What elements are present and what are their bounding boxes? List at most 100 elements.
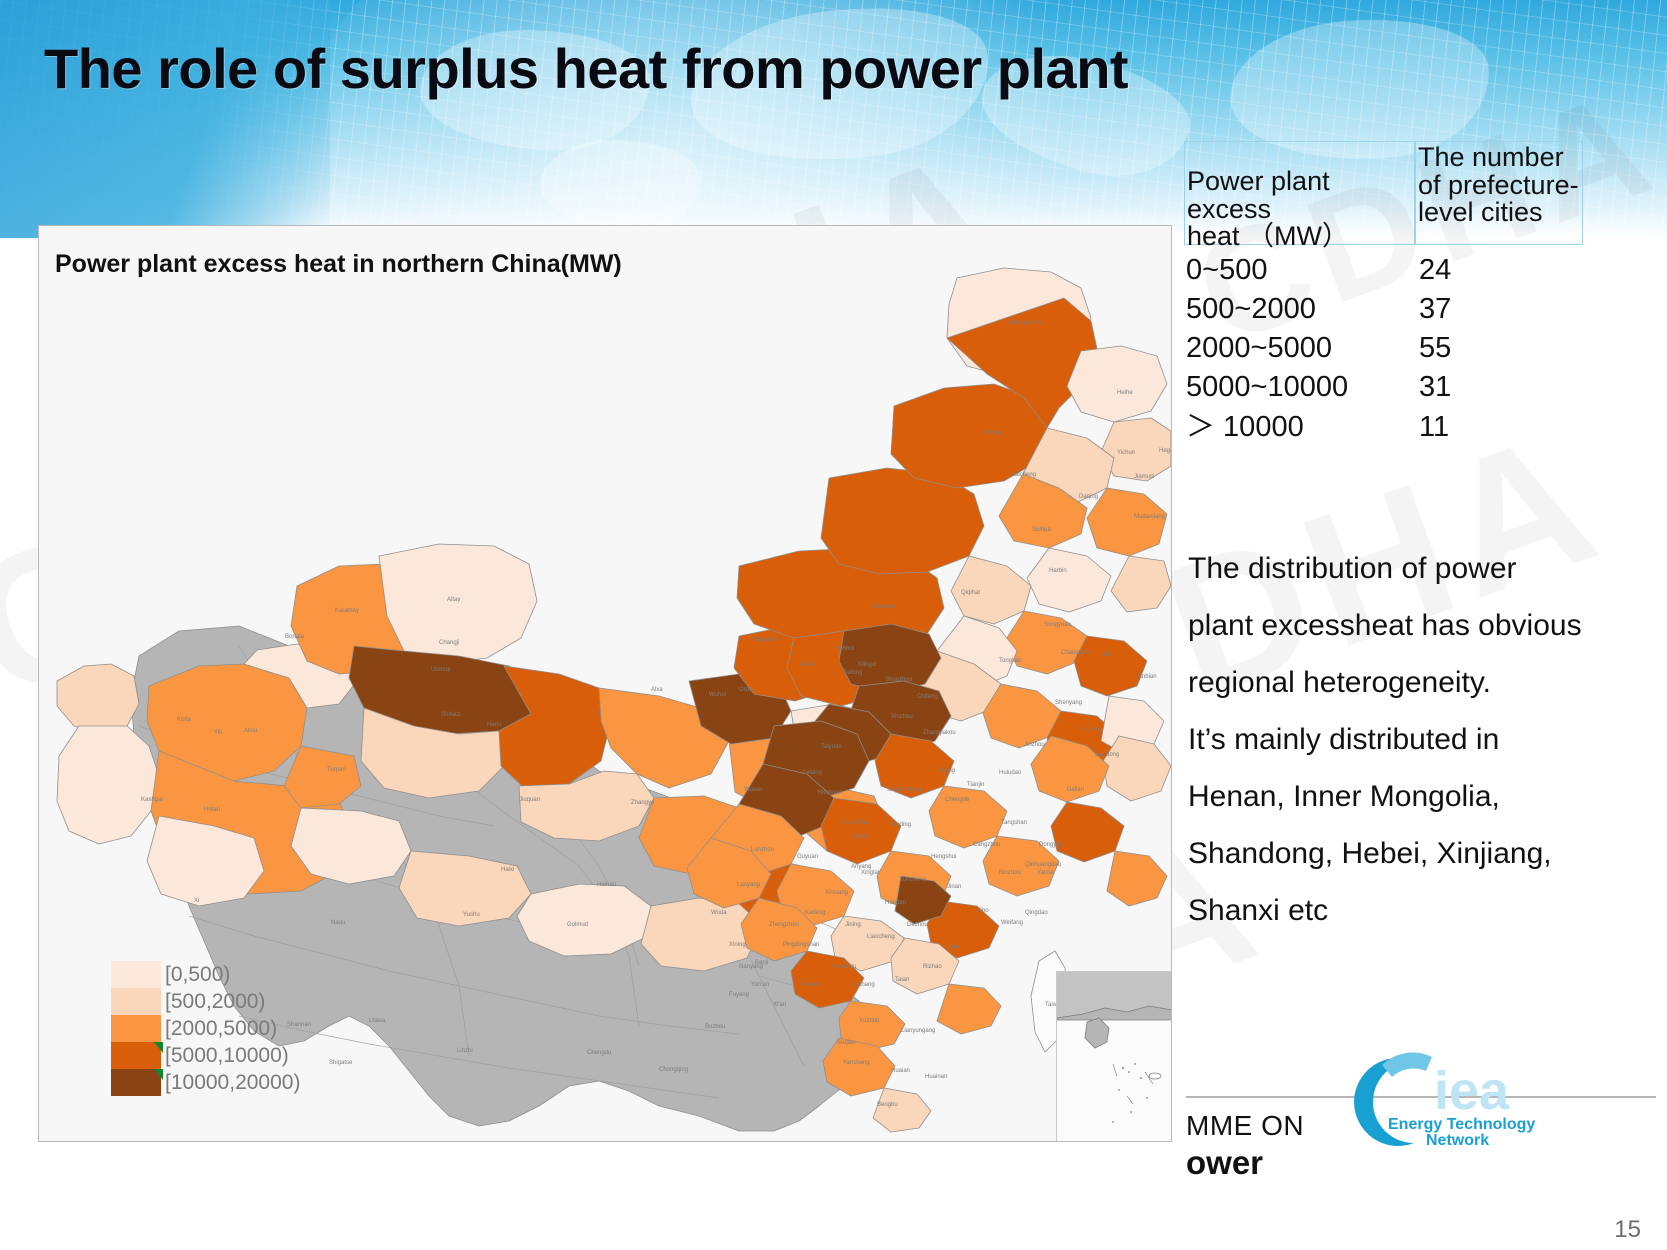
paragraph-line: Shandong, Hebei, Xinjiang, bbox=[1188, 837, 1552, 870]
svg-text:Hami: Hami bbox=[487, 722, 501, 728]
green-flag-icon bbox=[154, 1069, 163, 1080]
table-cell-range: 500~2000 bbox=[1186, 293, 1316, 326]
map-legend: [0,500) [500,2000) [2000,5000) [5000,100… bbox=[111, 961, 300, 1096]
legend-label: [10000,20000) bbox=[165, 1070, 301, 1094]
svg-text:Luoyang: Luoyang bbox=[737, 882, 760, 888]
paragraph-line: The distribution of power bbox=[1188, 552, 1517, 585]
svg-text:Zhangye: Zhangye bbox=[631, 800, 655, 806]
svg-text:Jinzhou: Jinzhou bbox=[1024, 742, 1045, 748]
svg-text:Yuncheng: Yuncheng bbox=[899, 877, 926, 883]
iea-logo: iea Energy Technology Network bbox=[1352, 1047, 1572, 1157]
svg-text:Xinxiang: Xinxiang bbox=[825, 890, 848, 896]
svg-text:Xinzhou: Xinzhou bbox=[891, 714, 913, 720]
svg-text:Hulunbuir: Hulunbuir bbox=[871, 604, 897, 610]
table-cell-range: 0~500 bbox=[1186, 254, 1268, 286]
svg-text:Wuda: Wuda bbox=[711, 910, 727, 916]
svg-text:Baoji: Baoji bbox=[755, 960, 768, 966]
svg-text:Huaian: Huaian bbox=[891, 1068, 910, 1074]
table-header-line: Power plant excess bbox=[1187, 166, 1330, 224]
svg-text:Chifeng: Chifeng bbox=[917, 694, 938, 700]
svg-text:Huainan: Huainan bbox=[925, 1074, 947, 1080]
table-header-line: heat （MW） bbox=[1187, 221, 1350, 252]
svg-text:Qinhuangdao: Qinhuangdao bbox=[1025, 862, 1062, 868]
legend-label: [5000,10000) bbox=[165, 1043, 289, 1067]
svg-text:Urumqi: Urumqi bbox=[431, 667, 450, 673]
table-cell-range: 5000~10000 bbox=[1186, 371, 1349, 404]
svg-text:Fuyang: Fuyang bbox=[729, 992, 749, 998]
svg-text:Bortala: Bortala bbox=[285, 634, 305, 640]
svg-text:Linzhi: Linzhi bbox=[457, 1048, 473, 1054]
footer-programme-text: MME ON ower bbox=[1186, 1110, 1304, 1182]
svg-text:Yichun: Yichun bbox=[1117, 450, 1135, 456]
svg-text:Jinan: Jinan bbox=[947, 884, 961, 890]
banner-globe-graphic bbox=[300, 0, 1200, 238]
legend-item: [5000,10000) bbox=[111, 1042, 300, 1069]
svg-text:Zibo: Zibo bbox=[977, 908, 989, 914]
paragraph-line: It’s mainly distributed in bbox=[1188, 723, 1500, 756]
paragraph-line: regional heterogeneity. bbox=[1188, 666, 1491, 699]
svg-text:Shannan: Shannan bbox=[287, 1022, 311, 1028]
svg-text:Golmud: Golmud bbox=[567, 922, 588, 928]
svg-text:Hainan: Hainan bbox=[597, 882, 616, 888]
svg-text:Kaifeng: Kaifeng bbox=[805, 910, 825, 916]
table-cell-count: 24 bbox=[1419, 254, 1452, 286]
svg-text:Hohhot: Hohhot bbox=[835, 646, 855, 652]
svg-text:Xingan: Xingan bbox=[984, 430, 1003, 436]
table-header-line: The number bbox=[1418, 142, 1564, 172]
table-row: ＞ 10000 11 bbox=[1184, 408, 1654, 447]
svg-text:Karamay: Karamay bbox=[335, 608, 359, 614]
svg-text:Zhengzhou: Zhengzhou bbox=[769, 922, 799, 928]
map-panel[interactable]: Power plant excess heat in northern Chin… bbox=[38, 225, 1172, 1142]
svg-text:Shizuishan: Shizuishan bbox=[841, 820, 870, 826]
table-cell-count: 31 bbox=[1419, 371, 1452, 404]
legend-label: [2000,5000) bbox=[165, 1016, 278, 1040]
svg-text:Tianjin: Tianjin bbox=[967, 782, 984, 788]
legend-item: [10000,20000) bbox=[111, 1069, 300, 1096]
table-header-cell-range: Power plant excess heat （MW） bbox=[1184, 141, 1415, 250]
svg-text:Lhasa: Lhasa bbox=[369, 1018, 386, 1024]
south-china-sea-inset bbox=[1056, 971, 1171, 1141]
svg-text:Korla: Korla bbox=[177, 717, 192, 723]
svg-text:Wuwei: Wuwei bbox=[744, 787, 762, 793]
table-row: 5000~10000 31 bbox=[1184, 368, 1654, 407]
legend-swatch bbox=[111, 961, 161, 988]
svg-text:Shijiazhuang: Shijiazhuang bbox=[887, 787, 921, 793]
svg-text:Lvliang: Lvliang bbox=[803, 770, 822, 776]
svg-text:Xi: Xi bbox=[194, 898, 199, 904]
svg-text:Beijing: Beijing bbox=[937, 768, 955, 774]
banner-blue-wedge bbox=[0, 0, 330, 238]
svg-text:Harbin: Harbin bbox=[1049, 568, 1067, 574]
svg-text:Bozhou: Bozhou bbox=[705, 1024, 725, 1030]
paragraph-line: Henan, Inner Mongolia, bbox=[1188, 780, 1500, 813]
svg-text:Naqu: Naqu bbox=[331, 920, 345, 926]
svg-text:Shenyang: Shenyang bbox=[1055, 700, 1082, 706]
svg-text:Guyuan: Guyuan bbox=[797, 854, 818, 860]
svg-text:Yancheng: Yancheng bbox=[843, 1060, 870, 1066]
svg-text:Wuhai: Wuhai bbox=[709, 692, 726, 698]
svg-text:Lanzhou: Lanzhou bbox=[751, 847, 774, 853]
svg-text:Xi'an: Xi'an bbox=[773, 1002, 786, 1008]
svg-text:Turpan: Turpan bbox=[327, 767, 346, 773]
paragraph-line: Shanxi etc bbox=[1188, 894, 1329, 927]
footer-line-2: ower bbox=[1186, 1144, 1264, 1181]
svg-text:Yanbian: Yanbian bbox=[1135, 674, 1157, 680]
svg-text:Xining: Xining bbox=[729, 942, 746, 948]
legend-item: [0,500) bbox=[111, 961, 300, 988]
legend-swatch bbox=[111, 988, 161, 1015]
table-cell-range: ＞ 10000 bbox=[1186, 410, 1304, 443]
legend-label: [0,500) bbox=[165, 962, 231, 986]
legend-item: [2000,5000) bbox=[111, 1015, 300, 1042]
svg-text:Fushun: Fushun bbox=[1079, 727, 1099, 733]
svg-text:Altay: Altay bbox=[447, 597, 460, 603]
svg-text:Shigatse: Shigatse bbox=[329, 1060, 353, 1066]
svg-text:Pingdingshan: Pingdingshan bbox=[783, 942, 819, 948]
svg-text:Baoding: Baoding bbox=[889, 822, 911, 828]
svg-text:Tangshan: Tangshan bbox=[1001, 820, 1027, 826]
svg-text:Dandong: Dandong bbox=[1095, 752, 1119, 758]
legend-swatch bbox=[111, 1015, 161, 1042]
slide-header-banner bbox=[0, 0, 1667, 238]
china-choropleth-map[interactable]: .b0{fill:#fbe8da}.b1{fill:#fad6ba}.b2{fi… bbox=[39, 226, 1171, 1141]
svg-text:Yinchuan: Yinchuan bbox=[817, 790, 842, 796]
paragraph-line: plant excessheat has obvious bbox=[1188, 609, 1582, 642]
svg-text:Hegang: Hegang bbox=[1159, 448, 1171, 454]
